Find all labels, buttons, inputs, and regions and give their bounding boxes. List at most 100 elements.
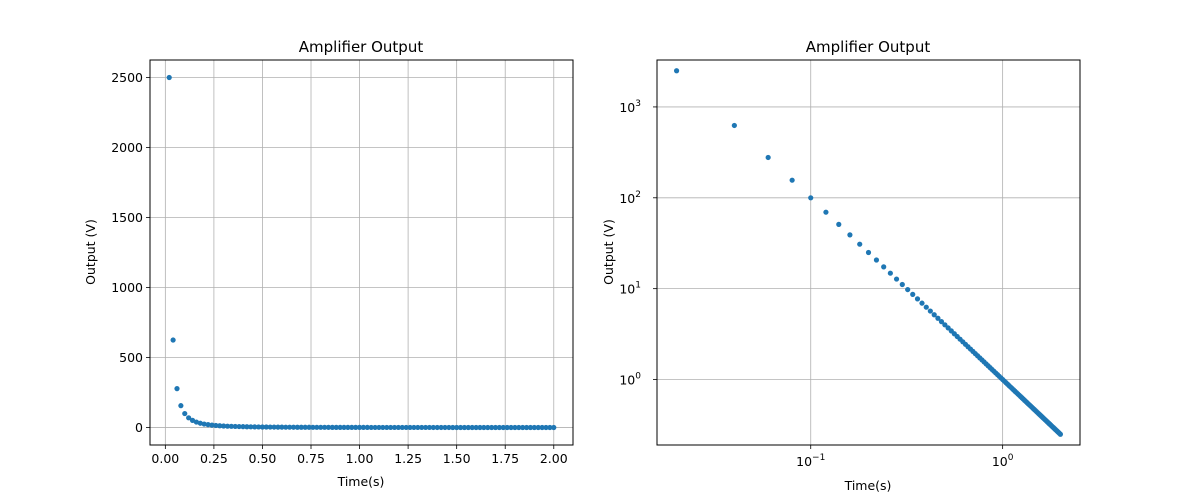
grid-lines (150, 60, 573, 445)
y-axis-label: Output (V) (83, 219, 98, 285)
axis-ticks: 0.00 0.25 0.50 0.75 1.00 1.25 1.50 1.75 2.00 0 500… (111, 70, 568, 466)
data-point (873, 257, 880, 263)
data-point (446, 424, 452, 431)
data-point (465, 424, 471, 431)
axis-ticks: 10−1 100 100 101 102 103 (619, 99, 1013, 469)
x-tick-label: 2.00 (540, 451, 568, 466)
data-point (279, 424, 285, 430)
data-point (931, 312, 937, 318)
data-point (298, 424, 304, 430)
data-point (469, 424, 475, 431)
data-point (935, 315, 941, 321)
data-point (248, 424, 254, 430)
data-point (422, 424, 429, 431)
data-point (789, 177, 795, 183)
data-point (496, 424, 502, 431)
data-point (500, 424, 506, 431)
data-point (197, 420, 203, 426)
y-tick-label: 1500 (111, 210, 143, 225)
data-point (938, 319, 945, 325)
data-point (201, 421, 207, 427)
data-point (434, 424, 440, 431)
data-point (905, 286, 911, 293)
x-axis-label: Time(s) (337, 474, 385, 489)
data-point (341, 424, 347, 430)
x-axis-label: Time(s) (844, 478, 892, 493)
data-point (395, 424, 401, 431)
data-point (426, 424, 433, 431)
data-point (942, 322, 948, 328)
y-tick-label: 100 (619, 372, 641, 388)
data-point (531, 424, 537, 431)
x-tick-label: 10−1 (796, 453, 825, 469)
log-scale-chart: Amplifier Output 10−1 100 100 101 102 103 Tim… (601, 38, 1081, 493)
data-point (910, 291, 916, 297)
y-tick-label: 0 (135, 420, 143, 435)
x-tick-label: 1.75 (491, 451, 519, 466)
data-point (310, 424, 316, 430)
data-point (376, 424, 382, 431)
data-point (673, 68, 680, 74)
data-point (384, 424, 390, 431)
y-tick-label: 500 (119, 350, 143, 365)
data-point (283, 424, 289, 430)
data-point (411, 424, 417, 431)
data-point (333, 424, 339, 430)
data-point (186, 415, 192, 421)
data-point (388, 424, 394, 431)
x-tick-label: 0.25 (200, 451, 228, 466)
data-point (232, 423, 238, 430)
data-point (228, 423, 234, 429)
data-point (368, 424, 374, 431)
data-point (290, 424, 297, 430)
data-point (887, 270, 893, 276)
data-point (927, 308, 933, 314)
data-point (391, 424, 398, 431)
data-point (461, 424, 468, 431)
data-point (823, 209, 829, 215)
data-point (847, 232, 853, 238)
data-point (318, 424, 324, 430)
data-point (349, 424, 355, 430)
data-point (263, 424, 269, 430)
data-point (380, 424, 386, 431)
plot-frame (656, 59, 1081, 446)
data-point (430, 424, 436, 431)
data-point (407, 424, 413, 431)
data-point (539, 424, 545, 431)
data-point (236, 423, 242, 430)
data-point (914, 296, 921, 302)
data-point (244, 424, 250, 430)
data-points (673, 68, 1064, 437)
x-tick-label: 1.25 (394, 451, 422, 466)
data-point (271, 424, 277, 430)
data-point (857, 241, 863, 247)
data-point (205, 422, 211, 428)
data-point (364, 424, 370, 431)
data-point (189, 417, 196, 423)
data-point (166, 74, 172, 81)
data-point (415, 424, 421, 431)
data-point (457, 424, 464, 431)
data-point (520, 424, 526, 431)
x-tick-label: 1.50 (443, 451, 471, 466)
data-point (287, 424, 293, 430)
data-point (209, 422, 215, 428)
data-point (337, 424, 343, 430)
data-point (224, 423, 231, 429)
data-point (489, 424, 495, 431)
data-points (166, 74, 557, 431)
x-tick-label: 100 (992, 453, 1014, 469)
data-point (454, 424, 460, 431)
data-point (492, 424, 499, 431)
data-point (535, 424, 541, 431)
data-point (765, 154, 771, 161)
data-point (252, 424, 258, 430)
data-point (174, 386, 180, 392)
x-tick-label: 0.75 (297, 451, 325, 466)
plot-frame (149, 59, 574, 446)
data-point (322, 424, 328, 430)
data-point (508, 424, 514, 431)
data-point (399, 424, 405, 431)
data-point (899, 281, 905, 288)
